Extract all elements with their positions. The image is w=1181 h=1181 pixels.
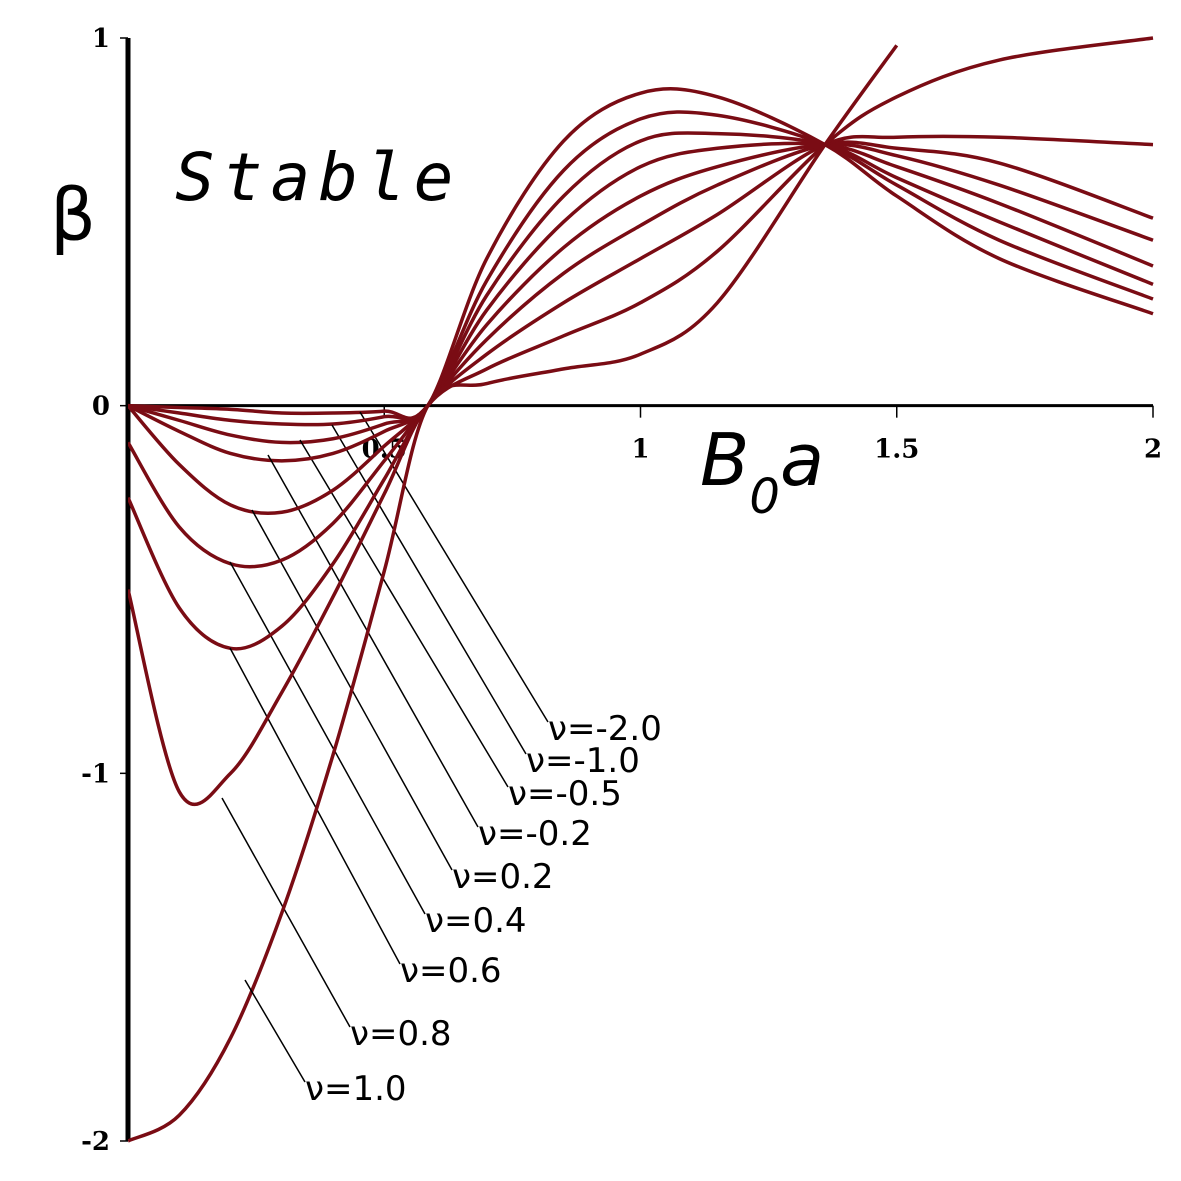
leader-line [299, 439, 509, 788]
y-axis-label: β [50, 173, 96, 257]
series-line [128, 134, 1154, 651]
y-tick-label: 0 [92, 392, 110, 422]
y-tick-label: -2 [81, 1127, 110, 1157]
leader-line [267, 454, 479, 828]
leader-line [229, 561, 426, 915]
x-axis-label: B0a [700, 418, 824, 525]
legend-label: ν=0.4 [425, 901, 527, 941]
leader-line [244, 979, 306, 1083]
series-line [128, 140, 1154, 569]
series-line [128, 110, 1154, 427]
series-line [128, 131, 1154, 445]
leader-line [221, 797, 351, 1028]
legend-label: ν=-0.2 [478, 814, 592, 854]
leader-line [229, 647, 401, 965]
legend-label: ν=0.6 [400, 951, 502, 991]
y-tick-label: 1 [92, 24, 110, 54]
legend-label: ν=0.8 [350, 1014, 452, 1054]
x-label-base: B [700, 418, 749, 502]
annotation: Stable [175, 139, 461, 216]
x-tick-label: 1.5 [874, 435, 919, 465]
series-line [128, 44, 899, 1143]
series-line [128, 141, 1154, 463]
series-line [128, 36, 1154, 807]
legend-label: ν=1.0 [305, 1069, 407, 1109]
leader-line [331, 424, 527, 755]
x-tick-label: 1 [631, 435, 649, 465]
series-line [128, 87, 1154, 420]
legend-label: ν=-2.0 [548, 709, 662, 749]
x-label-tail: a [780, 418, 824, 502]
y-tick-label: -1 [81, 759, 110, 789]
legend-label: ν=-0.5 [508, 774, 622, 814]
x-tick-label: 2 [1144, 435, 1162, 465]
legend-label: ν=0.2 [452, 857, 554, 897]
x-label-sub: 0 [749, 469, 780, 525]
series-line [128, 142, 1154, 516]
legend-label: ν=-1.0 [526, 741, 640, 781]
